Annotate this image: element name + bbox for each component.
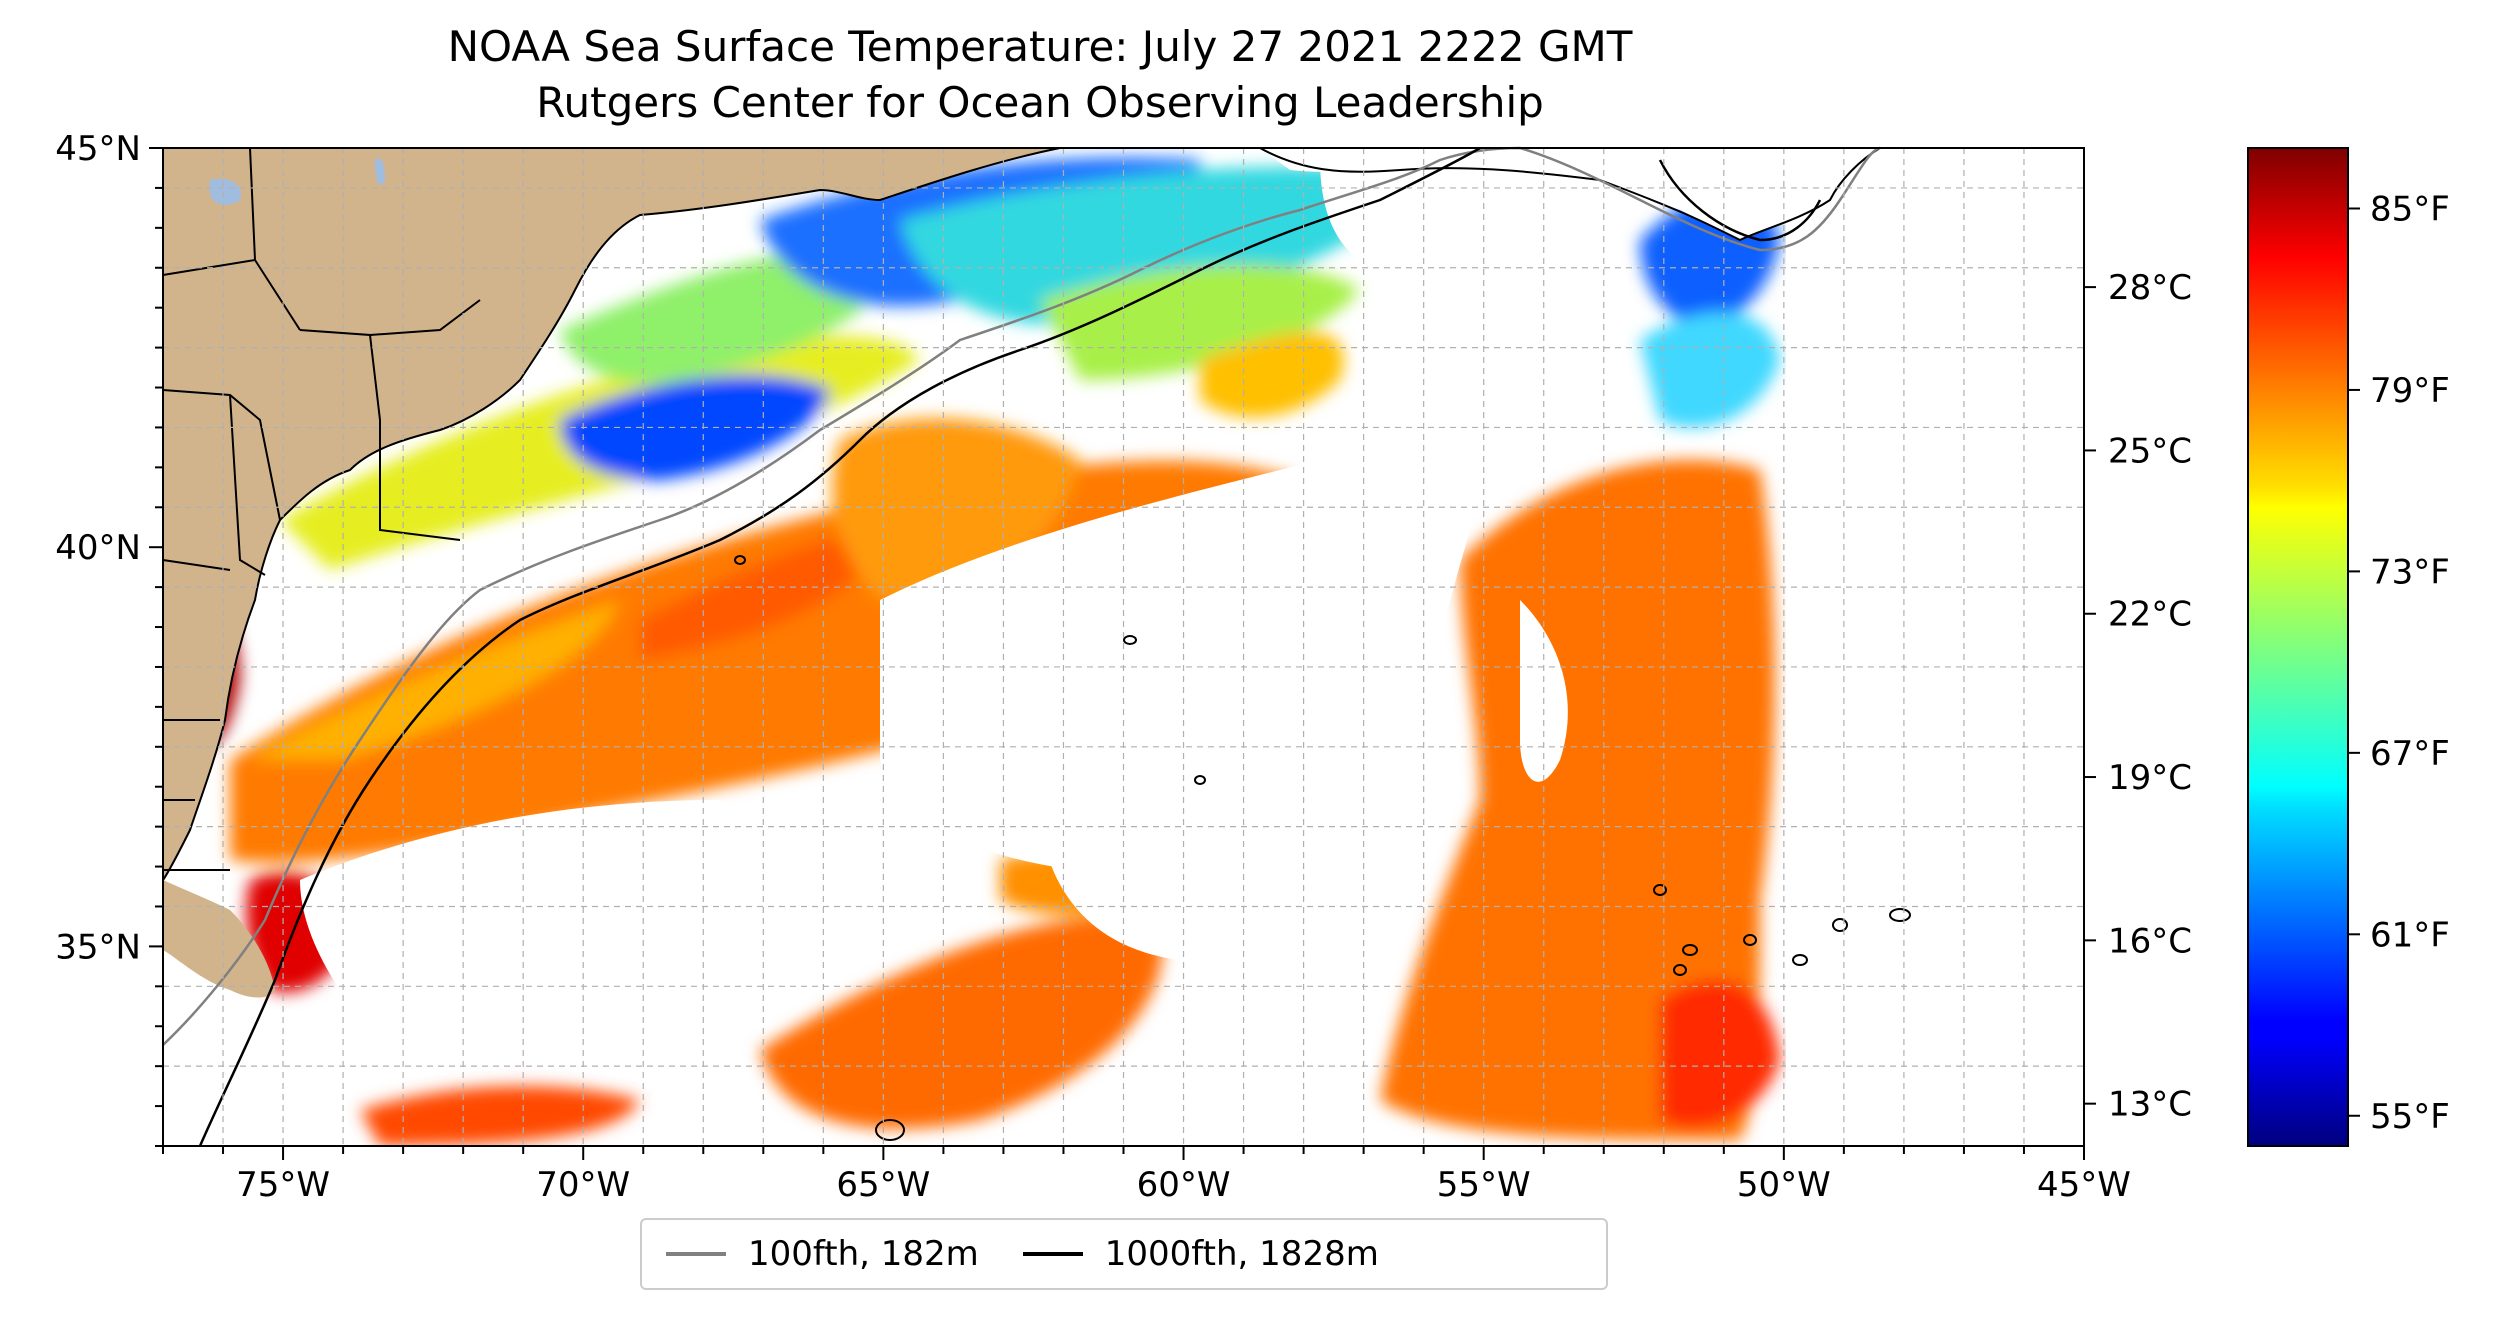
lake	[209, 178, 241, 205]
legend-swatch-100fth	[666, 1252, 726, 1256]
no-data-east	[1786, 148, 2084, 1146]
map-title-line2: Rutgers Center for Ocean Observing Leade…	[536, 78, 1544, 127]
cool-water-east	[1640, 312, 1780, 428]
colorbar-c-label: 16°C	[2108, 921, 2192, 961]
colorbar-c-label: 13°C	[2108, 1085, 2192, 1125]
legend-item-1000fth: 1000fth, 1828m	[1022, 1234, 1379, 1274]
cloud-gaps	[300, 153, 1568, 1060]
gulf-stream-core	[640, 534, 880, 660]
lat-tick-label: 45°N	[55, 129, 141, 169]
cool-water-scotian-shelf	[900, 166, 1400, 326]
colorbar-f-label: 79°F	[2370, 371, 2450, 411]
colorbar-c-label: 19°C	[2108, 758, 2192, 798]
state-borders	[162, 147, 481, 871]
seamount-outlines	[734, 555, 1911, 1141]
colorbar-c-label: 25°C	[2108, 431, 2192, 471]
lon-axis: 75°W 70°W 65°W 60°W 55°W 50°W 45°W	[162, 1146, 2131, 1205]
coastline	[162, 147, 1881, 881]
eastern-hot-patch	[1660, 980, 1780, 1128]
land	[163, 148, 1880, 998]
colorbar-f-label: 55°F	[2370, 1097, 2450, 1137]
carolina-land	[163, 880, 275, 998]
legend-label-1000fth: 1000fth, 1828m	[1104, 1234, 1379, 1274]
lon-tick-label: 55°W	[1437, 1165, 1531, 1205]
southern-warm-strip	[360, 1086, 640, 1146]
lat-tick-label: 40°N	[55, 528, 141, 568]
contour-1000fth-line-east	[1658, 159, 1822, 242]
colorbar-c-label: 28°C	[2108, 268, 2192, 308]
colorbar-c-label: 22°C	[2108, 595, 2192, 635]
legend-item-100fth: 100fth, 182m	[666, 1234, 979, 1274]
eastern-warm-region	[1380, 460, 1775, 1140]
lat-axis: 45°N 40°N 35°N	[55, 129, 163, 1147]
legend: 100fth, 182m 1000fth, 1828m	[640, 1218, 1608, 1290]
map-gridlines	[162, 148, 2085, 1147]
colorbar-fahrenheit-axis: 85°F 79°F 73°F 67°F 61°F 55°F	[2348, 189, 2450, 1137]
lon-tick-label: 70°W	[536, 1165, 630, 1205]
map-title-line1: NOAA Sea Surface Temperature: July 27 20…	[447, 22, 1633, 71]
sst-field	[190, 148, 2084, 1146]
legend-label-100fth: 100fth, 182m	[748, 1234, 979, 1274]
colorbar-f-label: 61°F	[2370, 915, 2450, 955]
legend-swatch-1000fth	[1022, 1252, 1083, 1256]
lon-tick-label: 65°W	[836, 1165, 930, 1205]
warm-offshore-patch	[1200, 332, 1344, 418]
lon-tick-label: 50°W	[1737, 1165, 1831, 1205]
colorbar-f-label: 85°F	[2370, 189, 2450, 229]
lon-tick-label: 75°W	[236, 1165, 330, 1205]
lake	[375, 158, 385, 185]
north-america-land	[163, 148, 1060, 880]
lon-tick-label: 60°W	[1137, 1165, 1231, 1205]
contour-1000fth-line	[198, 146, 1481, 1147]
colorbar-f-label: 67°F	[2370, 734, 2450, 774]
lat-tick-label: 35°N	[55, 927, 141, 967]
southern-warm-region	[760, 916, 1164, 1129]
lon-tick-label: 45°W	[2037, 1165, 2131, 1205]
colorbar-celsius-axis: 28°C 25°C 22°C 19°C 16°C 13°C	[2084, 268, 2192, 1125]
colorbar-f-label: 73°F	[2370, 552, 2450, 592]
nova-scotia-land-white	[1260, 148, 1880, 240]
cool-water-offshore	[1040, 264, 1360, 380]
colorbar	[2247, 147, 2349, 1147]
